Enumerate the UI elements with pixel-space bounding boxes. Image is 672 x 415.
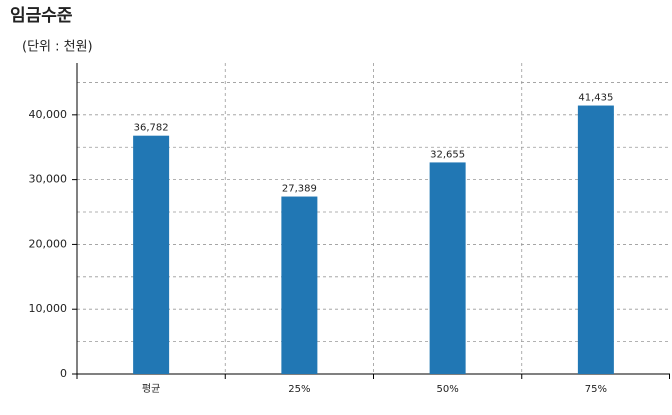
value-label: 41,435 (578, 93, 613, 104)
y-tick-label: 0 (60, 367, 67, 380)
chart-subtitle: (단위 : 천원) (22, 40, 93, 55)
x-tick-label: 75% (585, 384, 607, 395)
y-tick-label: 30,000 (29, 173, 68, 186)
x-tick-label: 25% (288, 384, 310, 395)
x-tick-label: 평균 (142, 383, 160, 395)
bar (577, 105, 614, 374)
value-label: 27,389 (282, 184, 317, 195)
y-tick-label: 10,000 (29, 302, 68, 315)
value-label: 32,655 (430, 149, 465, 160)
value-label: 36,782 (134, 123, 169, 134)
x-tick-label: 50% (437, 384, 459, 395)
bar (281, 196, 318, 374)
chart-title: 임금수준 (10, 5, 73, 26)
y-tick-label: 20,000 (29, 237, 68, 250)
bar (133, 135, 170, 374)
y-tick-label: 40,000 (29, 108, 68, 121)
bar (429, 162, 466, 374)
